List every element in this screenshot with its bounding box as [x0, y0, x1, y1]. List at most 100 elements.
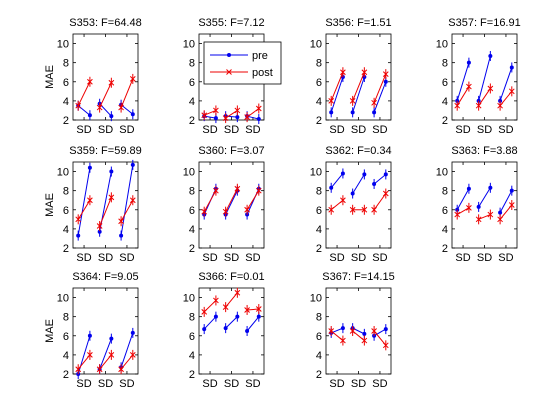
post-point	[382, 342, 389, 349]
y-tick-label: 2	[189, 243, 195, 255]
x-tick-label: SD	[329, 252, 344, 264]
x-tick-label: SD	[245, 124, 260, 136]
series-post	[75, 73, 136, 113]
post-line	[456, 207, 470, 215]
panel-title: S362: F=0.34	[325, 145, 391, 157]
post-point	[118, 104, 124, 111]
x-tick-label: SD	[224, 124, 239, 136]
pre-line	[246, 115, 259, 120]
post-line	[203, 190, 217, 212]
post-point	[349, 328, 356, 334]
y-tick-label: 4	[442, 224, 448, 236]
y-tick-label: 6	[189, 205, 195, 217]
post-point	[118, 366, 124, 373]
pre-point	[130, 162, 135, 167]
pre-point	[509, 65, 514, 70]
pre-line	[225, 190, 238, 215]
x-tick-label: SD	[351, 252, 366, 264]
series-post	[328, 188, 389, 215]
y-tick-label: 6	[63, 77, 69, 89]
series-post	[201, 287, 262, 317]
pre-line	[352, 174, 365, 194]
post-line	[330, 72, 344, 102]
panel-7: S363: F=3.88 2 4 6 8 10 SD SD SD	[436, 145, 518, 264]
axes-box	[325, 161, 392, 249]
post-line	[225, 188, 238, 212]
x-tick-label: SD	[351, 124, 366, 136]
x-tick-label: SD	[351, 378, 366, 390]
post-point	[222, 115, 229, 121]
post-line	[247, 308, 259, 311]
y-tick-label: 6	[316, 77, 322, 89]
pre-line	[99, 338, 112, 370]
series-pre	[455, 182, 514, 218]
pre-point	[498, 210, 503, 215]
post-point	[340, 197, 346, 204]
y-tick-label: 2	[189, 369, 195, 381]
post-point	[475, 216, 482, 223]
panel-title: S360: F=3.07	[198, 145, 264, 157]
post-point	[87, 352, 93, 358]
post-point	[234, 289, 241, 296]
panel-10: S367: F=14.15 2 4 6 8 10 SD SD SD	[310, 271, 395, 390]
x-tick-label: SD	[76, 252, 91, 264]
post-line	[99, 197, 112, 227]
post-line	[77, 199, 91, 220]
y-tick-label: 8	[63, 58, 69, 70]
post-line	[99, 82, 112, 108]
pre-line	[352, 76, 365, 113]
post-point	[382, 71, 389, 77]
panel-8: S364: F=9.05 2 4 6 8 10 SD SD SD MAE	[44, 271, 139, 390]
x-tick-label: SD	[224, 252, 239, 264]
panel-title: S356: F=1.51	[325, 17, 391, 29]
x-tick-label: SD	[245, 252, 260, 264]
pre-line	[120, 164, 134, 236]
pre-point	[223, 326, 228, 331]
x-tick-label: SD	[329, 124, 344, 136]
pre-point	[213, 314, 218, 319]
post-point	[234, 185, 241, 192]
pre-point	[350, 110, 355, 115]
y-tick-label: 6	[442, 205, 448, 217]
y-tick-label: 6	[316, 205, 322, 217]
y-tick-label: 4	[189, 96, 195, 108]
pre-point	[202, 327, 207, 332]
y-axis-label: MAE	[44, 319, 56, 343]
series-pre	[76, 159, 135, 241]
x-tick-label: SD	[202, 252, 217, 264]
post-point	[340, 337, 346, 344]
pre-line	[456, 62, 470, 102]
post-point	[508, 88, 515, 95]
x-tick-label: SD	[455, 252, 470, 264]
series-post	[201, 103, 262, 124]
pre-line	[330, 76, 344, 113]
series-post	[454, 200, 515, 225]
post-point	[466, 205, 472, 211]
y-tick-label: 8	[189, 312, 195, 324]
post-point	[497, 216, 503, 223]
series-post	[75, 192, 136, 232]
y-tick-label: 2	[316, 243, 322, 255]
post-point	[222, 304, 229, 310]
y-tick-label: 2	[316, 369, 322, 381]
x-tick-label: SD	[372, 124, 387, 136]
panel-6: S362: F=0.34 2 4 6 8 10 SD SD SD	[310, 145, 392, 264]
x-tick-label: SD	[119, 124, 134, 136]
y-tick-label: 10	[310, 167, 322, 179]
axes-box	[72, 33, 139, 121]
post-point	[328, 206, 335, 213]
panel-1: S355: F=7.12 2 4 6 8 10 SD SD SD	[183, 17, 265, 136]
post-point	[255, 306, 262, 312]
pre-line	[77, 167, 91, 236]
pre-point	[119, 233, 124, 238]
post-point	[371, 206, 377, 213]
panel-0: S353: F=64.48 2 4 6 8 10 SD SD SD MAE	[44, 17, 142, 136]
post-point	[213, 187, 219, 194]
pre-line	[499, 190, 513, 213]
y-tick-label: 10	[57, 293, 69, 305]
panel-title: S353: F=64.48	[69, 17, 141, 29]
x-tick-label: SD	[202, 378, 217, 390]
pre-line	[330, 173, 344, 189]
y-tick-label: 4	[63, 350, 69, 362]
post-point	[361, 337, 368, 344]
